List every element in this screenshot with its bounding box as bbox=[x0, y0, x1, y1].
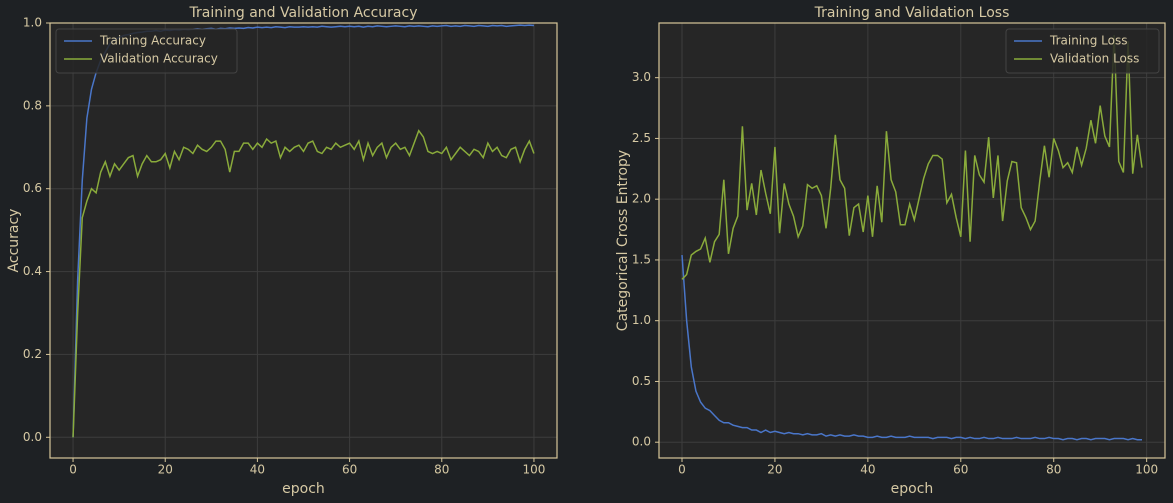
x-tick-label: 80 bbox=[1046, 463, 1061, 477]
subplot: 0 20 40 60 80 100 0.0 0.5 1.0 1.5 2.0 2.5 3.0 Trainin… bbox=[615, 5, 1166, 497]
legend-label: Validation Loss bbox=[1050, 52, 1139, 66]
y-tick-label: 2.0 bbox=[632, 192, 651, 206]
series-line bbox=[681, 255, 1142, 441]
series-line bbox=[681, 35, 1143, 280]
y-tick-label: 0.5 bbox=[632, 374, 651, 388]
plot-area bbox=[50, 23, 557, 458]
x-tick-label: 100 bbox=[523, 463, 546, 477]
y-tick-label: 0.6 bbox=[23, 181, 42, 195]
legend: Training Accuracy Validation Accuracy bbox=[55, 28, 238, 74]
y-tick-label: 0.8 bbox=[23, 98, 42, 112]
plot-frame bbox=[49, 22, 558, 459]
legend-box bbox=[1005, 28, 1160, 74]
legend-label: Training Accuracy bbox=[99, 34, 206, 48]
plot-frame bbox=[658, 22, 1166, 459]
y-axis-label: Categorical Cross Entropy bbox=[615, 150, 631, 331]
legend-label: Validation Accuracy bbox=[100, 52, 218, 66]
y-tick-label: 3.0 bbox=[632, 70, 651, 84]
x-tick-label: 80 bbox=[434, 463, 449, 477]
legend: Training Loss Validation Loss bbox=[1005, 28, 1160, 74]
y-tick-label: 0.0 bbox=[23, 430, 42, 444]
y-tick-label: 0.0 bbox=[632, 435, 651, 449]
legend-box bbox=[55, 28, 238, 74]
subplot: 0 20 40 60 80 100 0.0 0.2 0.4 0.6 0.8 1.0 Training a… bbox=[6, 5, 558, 497]
x-tick-label: 20 bbox=[158, 463, 173, 477]
y-tick-label: 0.2 bbox=[23, 347, 42, 361]
y-tick-label: 1.5 bbox=[632, 252, 651, 266]
series-line bbox=[72, 129, 535, 438]
y-tick-label: 1.0 bbox=[632, 313, 651, 327]
legend-label: Training Loss bbox=[1049, 34, 1127, 48]
x-tick-label: 100 bbox=[1135, 463, 1158, 477]
chart-title: Training and Validation Accuracy bbox=[189, 5, 418, 21]
x-axis-label: epoch bbox=[282, 481, 325, 497]
x-tick-label: 20 bbox=[767, 463, 782, 477]
chart-title: Training and Validation Loss bbox=[814, 5, 1010, 21]
y-axis-label: Accuracy bbox=[6, 209, 22, 273]
x-tick-label: 60 bbox=[953, 463, 968, 477]
x-tick-label: 40 bbox=[250, 463, 265, 477]
x-tick-label: 0 bbox=[69, 463, 77, 477]
x-axis-label: epoch bbox=[891, 481, 934, 497]
plot-area bbox=[659, 23, 1165, 458]
x-tick-label: 40 bbox=[860, 463, 875, 477]
x-tick-label: 0 bbox=[678, 463, 686, 477]
y-tick-label: 1.0 bbox=[23, 16, 42, 30]
lines bbox=[681, 35, 1143, 441]
x-tick-label: 60 bbox=[342, 463, 357, 477]
y-tick-label: 2.5 bbox=[632, 131, 651, 145]
y-tick-label: 0.4 bbox=[23, 264, 42, 278]
